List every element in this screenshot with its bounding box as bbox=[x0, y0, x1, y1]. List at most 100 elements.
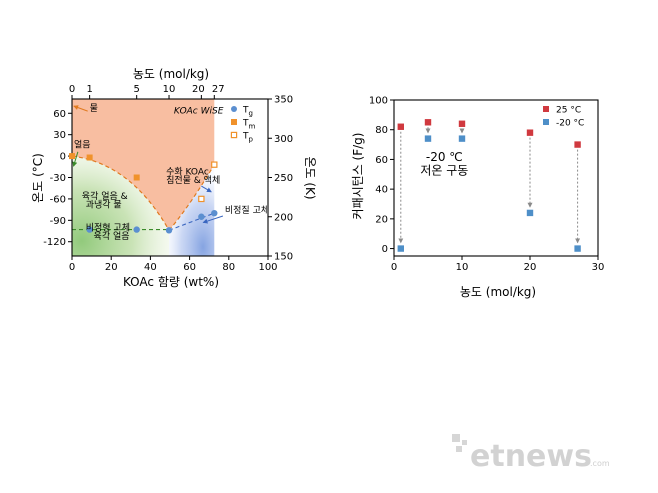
tg-point bbox=[198, 213, 205, 220]
legend-series-main: T bbox=[242, 119, 249, 129]
glass-transition-line-high bbox=[168, 212, 215, 231]
left-y2-tick-label: 150 bbox=[274, 252, 293, 263]
phase-diagram-axes: 0 20 40 60 80 100-120-90-60-30030601502002503… bbox=[43, 84, 293, 273]
left-y-tick-label: -120 bbox=[43, 237, 66, 248]
legend-tm-marker bbox=[231, 119, 237, 125]
low-temp-annotation: -20 ℃ bbox=[426, 150, 463, 164]
capacitance-chart: 0 10 20 30 0 20 40 60 80 100 25 °C -20 °C -20 ℃저온 … bbox=[351, 96, 604, 300]
left-top-tick-label: 1 bbox=[86, 84, 92, 95]
right-y-tick-label: 20 bbox=[375, 214, 388, 225]
phase-annotation: 육각 얼음 bbox=[94, 230, 130, 242]
phase-annotation: 비정질 고체 bbox=[225, 204, 269, 216]
right-x-tick-label: 20 bbox=[524, 262, 537, 273]
left-y2-axis-label: 온도 (K) bbox=[303, 156, 317, 199]
right-y-tick-label: 80 bbox=[375, 125, 388, 136]
left-top-tick-label: 10 bbox=[163, 84, 176, 95]
right-y-tick-label: 0 bbox=[382, 244, 388, 255]
tp-point bbox=[211, 161, 218, 168]
left-y2-tick-label: 350 bbox=[274, 95, 293, 106]
tg-point bbox=[133, 226, 140, 233]
legend-series-main: T bbox=[242, 106, 249, 116]
left-x-tick-label: 40 bbox=[144, 262, 157, 273]
right-y-tick-label: 40 bbox=[375, 185, 388, 196]
capacitance-point bbox=[424, 119, 432, 126]
capacitance-point bbox=[458, 120, 466, 127]
right-y-axis-label: 커패시턴스 (F/g) bbox=[351, 133, 365, 220]
tm-point bbox=[69, 153, 75, 160]
tp-point bbox=[198, 195, 205, 203]
capacitance-drop-arrows bbox=[398, 127, 581, 244]
capacitance-point bbox=[424, 135, 432, 142]
capacitance-point bbox=[526, 209, 534, 217]
tm-point bbox=[133, 174, 140, 181]
left-y2-tick-label: 200 bbox=[274, 212, 293, 223]
legend-label: 25 °C bbox=[556, 106, 581, 116]
left-y2-tick-label: 250 bbox=[274, 173, 293, 184]
phase-annotation: KOAc WiSE bbox=[174, 106, 224, 116]
legend-marker bbox=[543, 106, 549, 112]
left-y-tick-label: 30 bbox=[53, 130, 66, 141]
left-top-axis-label: 농도 (mol/kg) bbox=[133, 67, 209, 81]
left-top-tick-label: 20 bbox=[192, 84, 205, 95]
left-y-tick-label: 0 bbox=[60, 152, 66, 163]
watermark-logo: etnews bbox=[470, 439, 592, 474]
legend-series-sub: m bbox=[249, 123, 256, 131]
tg-point bbox=[86, 226, 93, 233]
left-y2-tick-label: 300 bbox=[274, 134, 293, 145]
ice-region bbox=[72, 156, 170, 256]
phase-annotation: 과냉각 물 bbox=[86, 198, 122, 210]
phase-annotation: 육각 얼음 & bbox=[82, 190, 128, 202]
left-y-tick-label: -30 bbox=[50, 173, 66, 184]
capacitance-points bbox=[397, 119, 581, 252]
left-top-tick-label: 27 bbox=[212, 84, 225, 95]
left-x-tick-label: 20 bbox=[105, 262, 118, 273]
tg-point bbox=[211, 209, 218, 217]
legend-series-label: Tp bbox=[242, 132, 254, 144]
etnews-logo-icon bbox=[452, 434, 467, 452]
phase-annotation: 비정형 고체 bbox=[86, 222, 130, 233]
capacitance-point bbox=[574, 245, 581, 252]
amorphous-arrow bbox=[202, 215, 224, 224]
melting-curve-line bbox=[71, 155, 170, 231]
etnews-watermark: etnews .com bbox=[452, 434, 610, 474]
left-x-tick-label: 60 bbox=[183, 262, 196, 273]
low-temp-annotation: 저온 구동 bbox=[420, 163, 468, 177]
legend-series-main: T bbox=[242, 132, 249, 142]
legend-label: -20 °C bbox=[556, 119, 584, 129]
legend-series-sub: p bbox=[249, 136, 254, 144]
right-y-tick-label: 100 bbox=[369, 96, 388, 107]
legend-marker bbox=[543, 119, 549, 125]
capacitance-point bbox=[458, 135, 466, 142]
right-x-tick-label: 10 bbox=[456, 262, 469, 273]
phase-annotation: 얼음 bbox=[74, 140, 91, 151]
left-y-axis-label: 온도 (°C) bbox=[31, 153, 45, 203]
capacitance-point bbox=[397, 123, 404, 130]
ice-arrow bbox=[72, 151, 79, 167]
watermark-sub: .com bbox=[590, 459, 610, 468]
right-x-tick-label: 30 bbox=[592, 262, 605, 273]
capacitance-point bbox=[574, 141, 581, 148]
capacitance-annotations: -20 ℃저온 구동 bbox=[420, 150, 468, 177]
tm-point bbox=[86, 154, 93, 161]
left-x-tick-label: 80 bbox=[222, 262, 235, 273]
legend-series-label: Tg bbox=[242, 106, 253, 118]
right-x-tick-label: 0 bbox=[391, 262, 397, 273]
phase-annotation: 침전물 & 액체 bbox=[166, 174, 220, 186]
capacitance-legend: 25 °C -20 °C bbox=[543, 106, 584, 129]
left-y-tick-label: -90 bbox=[50, 216, 66, 227]
phase-diagram-points bbox=[69, 153, 218, 234]
left-x-tick-label: 100 bbox=[258, 262, 277, 273]
capacitance-axes: 0 10 20 30 0 20 40 60 80 100 bbox=[369, 96, 604, 274]
liquid-region bbox=[72, 99, 215, 231]
right-plot-frame bbox=[393, 99, 599, 257]
precipitate-arrow bbox=[201, 185, 212, 193]
right-y-tick-label: 60 bbox=[375, 155, 388, 166]
left-top-tick-label: 5 bbox=[133, 84, 139, 95]
phase-diagram-chart: 0 20 40 60 80 100-120-90-60-30030601502002503… bbox=[31, 67, 317, 289]
phase-annotation: 물 bbox=[90, 103, 98, 114]
water-arrow bbox=[73, 105, 88, 112]
legend-tg-marker bbox=[231, 106, 237, 112]
